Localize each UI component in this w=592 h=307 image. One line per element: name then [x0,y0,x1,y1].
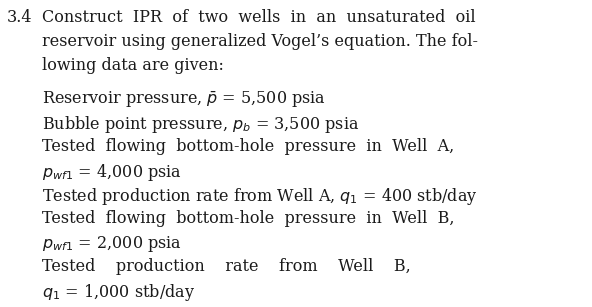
Text: lowing data are given:: lowing data are given: [42,57,224,74]
Text: Reservoir pressure, $\bar{p}$ = 5,500 psia: Reservoir pressure, $\bar{p}$ = 5,500 ps… [42,90,326,110]
Text: Tested  flowing  bottom-hole  pressure  in  Well  B,: Tested flowing bottom-hole pressure in W… [42,210,455,227]
Text: Bubble point pressure, $p_b$ = 3,500 psia: Bubble point pressure, $p_b$ = 3,500 psi… [42,114,359,135]
Text: Tested  flowing  bottom-hole  pressure  in  Well  A,: Tested flowing bottom-hole pressure in W… [42,138,454,155]
Text: reservoir using generalized Vogel’s equation. The fol-: reservoir using generalized Vogel’s equa… [42,33,478,50]
Text: $q_1$ = 1,000 stb/day: $q_1$ = 1,000 stb/day [42,282,195,303]
Text: Tested production rate from Well A, $q_1$ = 400 stb/day: Tested production rate from Well A, $q_1… [42,186,478,207]
Text: 3.4: 3.4 [7,9,33,26]
Text: Tested    production    rate    from    Well    B,: Tested production rate from Well B, [42,258,411,275]
Text: $p_{wf1}$ = 4,000 psia: $p_{wf1}$ = 4,000 psia [42,162,182,183]
Text: Construct  IPR  of  two  wells  in  an  unsaturated  oil: Construct IPR of two wells in an unsatur… [42,9,475,26]
Text: $p_{wf1}$ = 2,000 psia: $p_{wf1}$ = 2,000 psia [42,234,182,254]
